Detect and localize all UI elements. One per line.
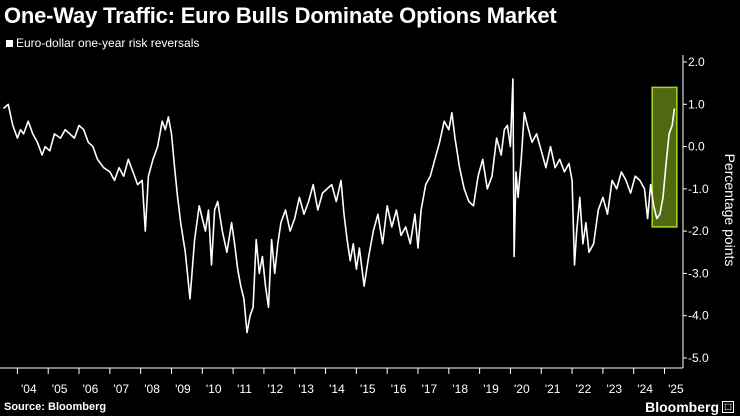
x-tick-label: '07 — [113, 382, 129, 396]
x-tick-label: '16 — [391, 382, 407, 396]
x-tick-label: '18 — [452, 382, 468, 396]
x-tick-label: '19 — [483, 382, 499, 396]
legend-swatch — [6, 39, 13, 47]
x-tick-label: '24 — [637, 382, 653, 396]
x-tick-label: '20 — [514, 382, 530, 396]
brand-name: Bloomberg — [645, 399, 719, 415]
y-tick-label: -3.0 — [688, 266, 709, 280]
brand-logo: Bloomberg ⬚ — [645, 399, 734, 415]
x-tick-label: '15 — [360, 382, 376, 396]
source-note: Source: Bloomberg — [4, 401, 107, 413]
x-tick-label: '04 — [21, 382, 37, 396]
legend: Euro-dollar one-year risk reversals — [6, 36, 199, 50]
y-tick-label: -2.0 — [688, 224, 709, 238]
chart-title: One-Way Traffic: Euro Bulls Dominate Opt… — [4, 3, 557, 28]
y-axis-label: Percentage points — [722, 154, 738, 267]
x-tick-label: '05 — [52, 382, 68, 396]
x-tick-label: '23 — [606, 382, 622, 396]
series-line — [2, 78, 676, 334]
x-tick-label: '21 — [545, 382, 561, 396]
x-tick-label: '22 — [576, 382, 592, 396]
highlight-box — [651, 86, 678, 228]
x-tick-label: '17 — [422, 382, 438, 396]
x-tick-label: '09 — [175, 382, 191, 396]
x-tick-label: '12 — [268, 382, 284, 396]
y-tick-label: 0.0 — [688, 140, 705, 154]
y-tick-label: 2.0 — [688, 55, 705, 69]
x-tick-label: '13 — [298, 382, 314, 396]
brand-mark-icon: ⬚ — [722, 401, 734, 413]
x-tick-label: '11 — [237, 382, 252, 396]
y-tick-label: 1.0 — [688, 97, 705, 111]
y-tick-label: -5.0 — [688, 351, 709, 365]
x-tick-label: '10 — [206, 382, 222, 396]
x-tick-label: '06 — [83, 382, 99, 396]
legend-label: Euro-dollar one-year risk reversals — [16, 36, 200, 50]
x-tick-label: '25 — [668, 382, 684, 396]
y-tick-label: -4.0 — [688, 309, 709, 323]
x-tick-label: '14 — [329, 382, 345, 396]
x-tick-label: '08 — [144, 382, 160, 396]
y-tick-label: -1.0 — [688, 182, 709, 196]
